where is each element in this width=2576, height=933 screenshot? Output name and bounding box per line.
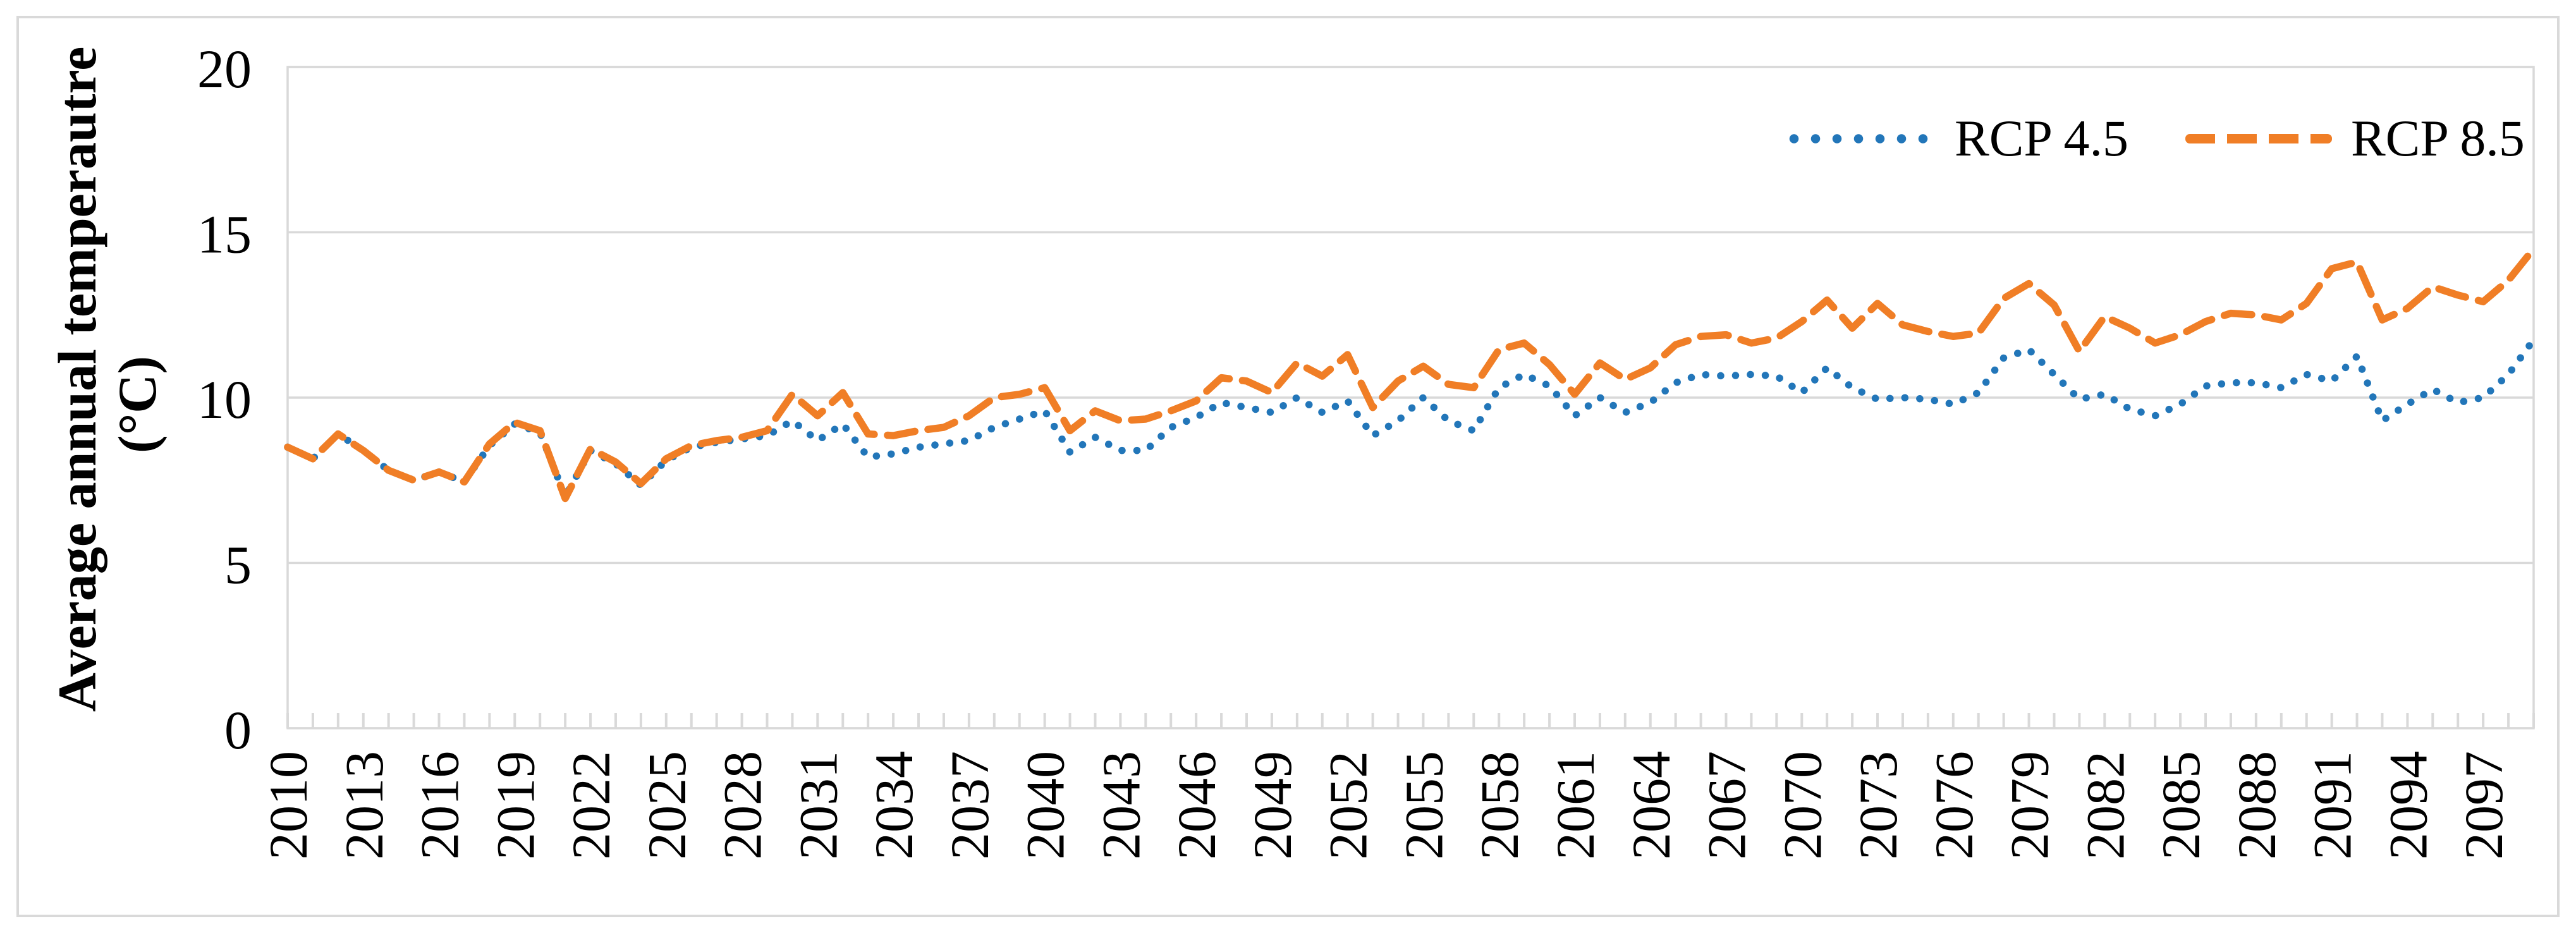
rcp85-dashed-line-sample [2185, 133, 2332, 143]
x-tick-label-2037: 2037 [939, 751, 1000, 860]
x-tick-label-2079: 2079 [1999, 751, 2060, 860]
legend-item-rcp45: RCP 4.5 [1789, 109, 2128, 168]
x-tick-label-2040: 2040 [1015, 751, 1076, 860]
x-tick-label-2094: 2094 [2378, 751, 2438, 860]
x-tick-label-2028: 2028 [712, 751, 773, 860]
y-axis-unit: (°C) [102, 278, 172, 531]
y-tick-label-15: 15 [197, 204, 252, 265]
y-tick-label-5: 5 [224, 535, 252, 595]
x-tick-label-2061: 2061 [1545, 751, 1606, 860]
x-tick-label-2010: 2010 [258, 751, 319, 860]
x-tick-label-2073: 2073 [1848, 751, 1908, 860]
x-tick-label-2070: 2070 [1772, 751, 1833, 860]
x-axis-labels: 2010 2013 2016 2019 2022 2025 2028 2031 2034 2037… [258, 751, 2514, 860]
x-tick-label-2022: 2022 [561, 751, 621, 860]
x-tick-label-2058: 2058 [1469, 751, 1530, 860]
x-tick-label-2076: 2076 [1924, 751, 1984, 860]
x-tick-label-2013: 2013 [334, 751, 394, 860]
x-tick-label-2031: 2031 [788, 751, 848, 860]
x-tick-label-2034: 2034 [864, 751, 924, 860]
x-tick-label-2091: 2091 [2302, 751, 2363, 860]
y-axis-labels: 0 5 10 15 20 [197, 39, 252, 760]
x-tick-label-2067: 2067 [1697, 751, 1757, 860]
x-axis-ticks [286, 713, 2535, 728]
legend-label-rcp45: RCP 4.5 [1955, 109, 2128, 167]
rcp45-dotted-line-sample [1789, 133, 1936, 143]
y-tick-label-20: 20 [197, 39, 252, 99]
y-tick-label-10: 10 [197, 369, 252, 430]
x-tick-label-2055: 2055 [1393, 751, 1454, 860]
x-tick-label-2046: 2046 [1166, 751, 1227, 860]
x-tick-label-2085: 2085 [2151, 751, 2211, 860]
x-tick-label-2097: 2097 [2453, 751, 2514, 860]
y-axis-title: Average annual temperautre [42, 0, 112, 759]
x-tick-label-2052: 2052 [1318, 751, 1379, 860]
x-tick-label-2088: 2088 [2226, 751, 2287, 860]
series-rcp85-dashed-line [284, 245, 2537, 503]
chart-legend: RCP 4.5 RCP 8.5 [1789, 109, 2525, 168]
y-axis-title-text: Average annual temperautre [47, 46, 107, 712]
x-tick-label-2082: 2082 [2075, 751, 2135, 860]
x-tick-label-2049: 2049 [1242, 751, 1303, 860]
x-tick-label-2043: 2043 [1090, 751, 1151, 860]
x-tick-label-2025: 2025 [637, 751, 697, 860]
x-tick-label-2019: 2019 [485, 751, 546, 860]
legend-label-rcp85: RCP 8.5 [2350, 109, 2525, 167]
y-tick-label-0: 0 [224, 700, 252, 760]
series-rcp45-dotted-line [284, 336, 2537, 501]
x-tick-label-2064: 2064 [1621, 751, 1682, 860]
plot-border [286, 66, 2535, 729]
legend-item-rcp85: RCP 8.5 [2185, 109, 2525, 168]
x-tick-label-2016: 2016 [410, 751, 470, 860]
y-axis-unit-text: (°C) [107, 356, 168, 453]
